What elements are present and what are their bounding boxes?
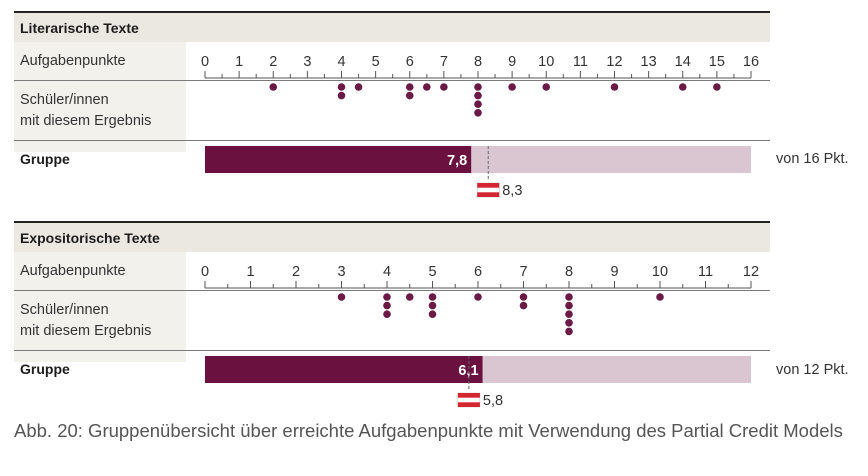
student-dot	[440, 83, 448, 91]
group-row-label: Gruppe	[20, 361, 70, 377]
axis-tick-label: 3	[303, 54, 311, 70]
max-points-label: von 16 Pkt.	[776, 151, 849, 167]
student-dot	[428, 310, 437, 319]
student-dot	[610, 83, 619, 91]
axis-tick-label: 10	[538, 54, 554, 70]
student-dot	[474, 293, 482, 301]
student-dot	[337, 91, 346, 100]
axis-tick-label: 0	[201, 54, 209, 70]
max-points-label: von 12 Pkt.	[776, 362, 849, 378]
axis-tick-label: 7	[519, 264, 527, 280]
axis-tick-label: 11	[573, 54, 588, 70]
axis-tick-label: 4	[337, 54, 345, 70]
panel-title: Literarische Texte	[20, 20, 139, 36]
row-divider	[14, 140, 770, 141]
group-mean-label: 7,8	[447, 153, 467, 169]
panel-expositorische-texte: Expositorische Texte Aufgabenpunkte Schü…	[14, 221, 770, 411]
flag-stripe-top	[457, 393, 480, 398]
panel-literarische-texte: Literarische Texte Aufgabenpunkte Schüle…	[14, 11, 770, 211]
axis-tick-label: 2	[292, 264, 300, 280]
student-dot	[405, 293, 414, 301]
student-dot	[269, 83, 278, 91]
student-dot	[519, 293, 528, 301]
student-dot	[423, 83, 431, 91]
axis-tick-label: 9	[610, 264, 618, 280]
group-mean-bar	[205, 356, 483, 383]
student-dot	[383, 310, 391, 319]
axis-tick-label: 12	[743, 264, 759, 280]
axis-tick-label: 5	[372, 54, 380, 70]
chart-canvas: 0 1 2 3 4 5 6 7 8 9 10 11 12 13 14 15 167,88,30 1 2 3 4 5 6 7 8 9…	[201, 54, 759, 409]
axis-tick-label: 6	[474, 264, 482, 280]
row-divider	[14, 80, 770, 81]
axis-tick-label: 9	[508, 54, 516, 70]
student-dot	[354, 83, 363, 91]
axis-tick-label: 5	[428, 264, 436, 280]
axis-tick-label: 10	[652, 264, 668, 280]
student-dot	[405, 91, 414, 100]
axis-tick-label: 15	[709, 54, 725, 70]
panel-title: Expositorische Texte	[20, 230, 160, 246]
axis-tick-label: 16	[743, 54, 759, 70]
flag-stripe-bottom	[457, 402, 480, 407]
group-mean-bar	[205, 146, 472, 173]
axis-tick-label: 11	[698, 264, 713, 280]
axis-tick-label: 12	[606, 54, 622, 70]
austria-mean-label: 8,3	[502, 183, 522, 199]
flag-stripe-bottom	[477, 192, 500, 197]
axis-row-label: Aufgabenpunkte	[20, 263, 126, 279]
group-row-label: Gruppe	[20, 151, 70, 167]
student-dot	[508, 83, 516, 91]
student-dot	[565, 327, 573, 336]
figure-caption: Abb. 20: Gruppenübersicht über erreichte…	[14, 420, 843, 441]
axis-tick-label: 13	[641, 54, 657, 70]
axis-tick-label: 7	[440, 54, 448, 70]
students-row-label-1: Schüler/innen	[20, 92, 109, 108]
student-dot	[383, 301, 391, 310]
panel-header: Literarische Texte	[14, 11, 770, 42]
axis-tick-label: 8	[474, 54, 482, 70]
student-dot	[474, 100, 482, 108]
student-dot	[428, 301, 437, 310]
student-dot	[678, 83, 687, 91]
student-dot	[565, 293, 573, 301]
students-row-label-2: mit diesem Ergebnis	[20, 323, 152, 339]
axis-tick-label: 3	[337, 264, 345, 280]
student-dot	[428, 293, 437, 301]
student-dot	[519, 301, 528, 310]
axis-row-label: Aufgabenpunkte	[20, 53, 126, 69]
axis-tick-label: 14	[675, 54, 691, 70]
students-row-label-1: Schüler/innen	[20, 302, 109, 318]
student-dot	[474, 109, 482, 117]
panel-header: Expositorische Texte	[14, 221, 770, 252]
student-dot	[656, 293, 664, 301]
axis-tick-label: 2	[269, 54, 277, 70]
axis-tick-label: 8	[565, 264, 573, 280]
student-dot	[337, 293, 346, 301]
flag-stripe-top	[477, 183, 500, 188]
student-dot	[474, 91, 482, 100]
axis-tick-label: 6	[406, 54, 414, 70]
student-dot	[565, 301, 573, 310]
student-dot	[383, 293, 391, 301]
austria-mean-label: 5,8	[483, 393, 503, 409]
students-row-label-2: mit diesem Ergebnis	[20, 113, 152, 129]
axis-tick-label: 1	[246, 264, 254, 280]
student-dot	[565, 319, 573, 327]
student-dot	[405, 83, 414, 91]
student-dot	[565, 310, 573, 319]
row-divider	[14, 350, 770, 351]
axis-tick-label: 4	[383, 264, 391, 280]
label-column	[14, 252, 186, 362]
student-dot	[474, 83, 482, 91]
student-dot	[713, 83, 721, 91]
axis-tick-label: 0	[201, 264, 209, 280]
row-divider	[14, 290, 770, 291]
student-dot	[542, 83, 551, 91]
axis-tick-label: 1	[235, 54, 243, 70]
student-dot	[337, 83, 346, 91]
label-column	[14, 42, 186, 152]
